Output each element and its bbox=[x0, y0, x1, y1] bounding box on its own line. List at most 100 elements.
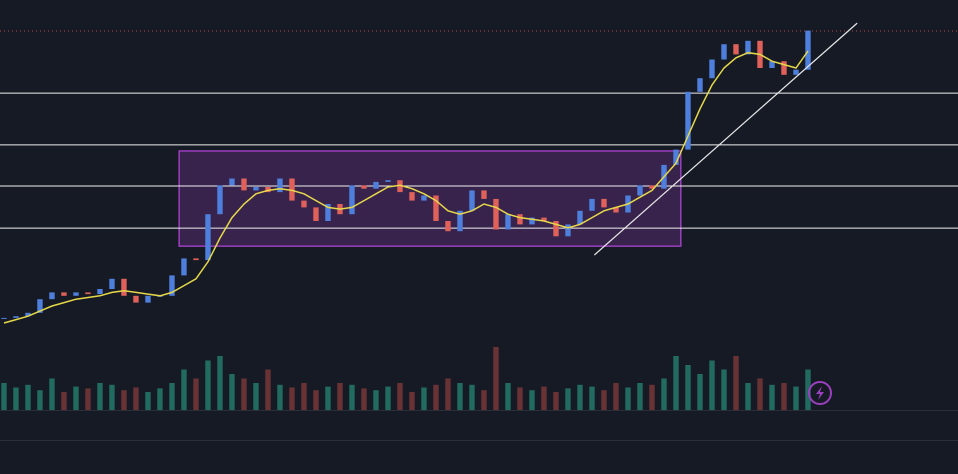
candle-body bbox=[133, 295, 139, 303]
candle-body bbox=[421, 195, 427, 201]
candle-body bbox=[217, 185, 223, 215]
candle-body bbox=[505, 214, 511, 230]
candle-body bbox=[781, 61, 787, 75]
volume-bar bbox=[421, 387, 427, 410]
candle-body bbox=[469, 190, 475, 211]
volume-bar bbox=[289, 387, 295, 410]
volume-bar bbox=[517, 387, 523, 410]
candle-body bbox=[589, 198, 595, 211]
candle-body bbox=[25, 312, 31, 317]
volume-bar bbox=[577, 384, 583, 410]
volume-bar bbox=[589, 386, 595, 410]
volume-bar bbox=[553, 392, 559, 410]
alert-icon[interactable] bbox=[808, 381, 832, 405]
candle-body bbox=[613, 207, 619, 213]
candle-body bbox=[553, 221, 559, 237]
volume-bar bbox=[697, 374, 703, 410]
candle-body bbox=[793, 69, 799, 75]
volume-bar bbox=[193, 378, 199, 410]
candle-body bbox=[241, 178, 247, 191]
volume-bar bbox=[505, 383, 511, 410]
candle-body bbox=[109, 278, 115, 289]
volume-bar bbox=[757, 378, 763, 410]
candle-body bbox=[697, 78, 703, 92]
volume-bar bbox=[481, 390, 487, 410]
volume-bar bbox=[241, 378, 247, 410]
candle-body bbox=[577, 210, 583, 225]
candle-body bbox=[265, 187, 271, 193]
volume-bar bbox=[301, 383, 307, 410]
volume-bar bbox=[205, 360, 211, 410]
volume-bar bbox=[61, 392, 67, 410]
volume-bar bbox=[673, 356, 679, 410]
volume-bar bbox=[385, 386, 391, 410]
candle-body bbox=[397, 180, 403, 193]
candle-body bbox=[433, 195, 439, 221]
candle-body bbox=[37, 299, 43, 313]
candle-body bbox=[301, 200, 307, 208]
candle-body bbox=[121, 278, 127, 296]
volume-bar bbox=[253, 383, 259, 410]
candle-body bbox=[169, 275, 175, 296]
candle-body bbox=[313, 207, 319, 221]
candle-body bbox=[49, 292, 55, 300]
candle-body bbox=[445, 221, 451, 232]
candle-body bbox=[229, 178, 235, 186]
volume-bar bbox=[97, 383, 103, 410]
candle-body bbox=[409, 192, 415, 201]
candle-body bbox=[385, 180, 391, 182]
volume-bar bbox=[349, 384, 355, 410]
trendline bbox=[593, 22, 858, 256]
candle-body bbox=[541, 217, 547, 221]
candle-body bbox=[253, 187, 259, 191]
candle-body bbox=[73, 292, 79, 296]
volume-bar bbox=[745, 383, 751, 410]
volume-bar bbox=[157, 388, 163, 410]
volume-bar bbox=[397, 383, 403, 410]
volume-bar bbox=[181, 369, 187, 410]
volume-bar bbox=[529, 390, 535, 410]
candle-body bbox=[673, 149, 679, 165]
volume-bar bbox=[805, 369, 811, 410]
volume-bar bbox=[445, 378, 451, 410]
candle-body bbox=[637, 185, 643, 196]
range-box bbox=[178, 150, 682, 247]
candle-body bbox=[769, 61, 775, 68]
alert-icon-ring[interactable] bbox=[808, 381, 832, 405]
volume-bar bbox=[541, 386, 547, 410]
candle-body bbox=[565, 224, 571, 237]
volume-bar bbox=[325, 386, 331, 410]
volume-bar bbox=[337, 383, 343, 410]
candle-body bbox=[805, 30, 811, 70]
candle-body bbox=[361, 185, 367, 189]
candle-body bbox=[649, 185, 655, 189]
candle-body bbox=[457, 210, 463, 232]
volume-bar bbox=[733, 356, 739, 410]
candle-body bbox=[97, 289, 103, 295]
candle-body bbox=[529, 217, 535, 225]
candle-body bbox=[277, 178, 283, 193]
candle-body bbox=[721, 44, 727, 60]
alert-icon-bolt[interactable] bbox=[816, 386, 824, 400]
candle-body bbox=[1, 317, 7, 319]
candle-body bbox=[349, 185, 355, 215]
volume-bar bbox=[685, 365, 691, 410]
candle-body bbox=[325, 204, 331, 221]
volume-bar bbox=[13, 387, 19, 410]
volume-bar bbox=[1, 383, 7, 410]
candle-body bbox=[685, 91, 691, 150]
volume-bar bbox=[637, 383, 643, 410]
volume-bar bbox=[373, 390, 379, 410]
volume-bar bbox=[37, 390, 43, 410]
volume-bar bbox=[565, 388, 571, 410]
volume-bar bbox=[613, 383, 619, 410]
volume-bar bbox=[625, 387, 631, 410]
volume-bar bbox=[721, 369, 727, 410]
candle-body bbox=[181, 258, 187, 276]
volume-bar bbox=[109, 384, 115, 410]
volume-bar bbox=[229, 374, 235, 410]
volume-bar bbox=[409, 392, 415, 410]
candle-body bbox=[85, 292, 91, 295]
volume-bar bbox=[493, 347, 499, 410]
